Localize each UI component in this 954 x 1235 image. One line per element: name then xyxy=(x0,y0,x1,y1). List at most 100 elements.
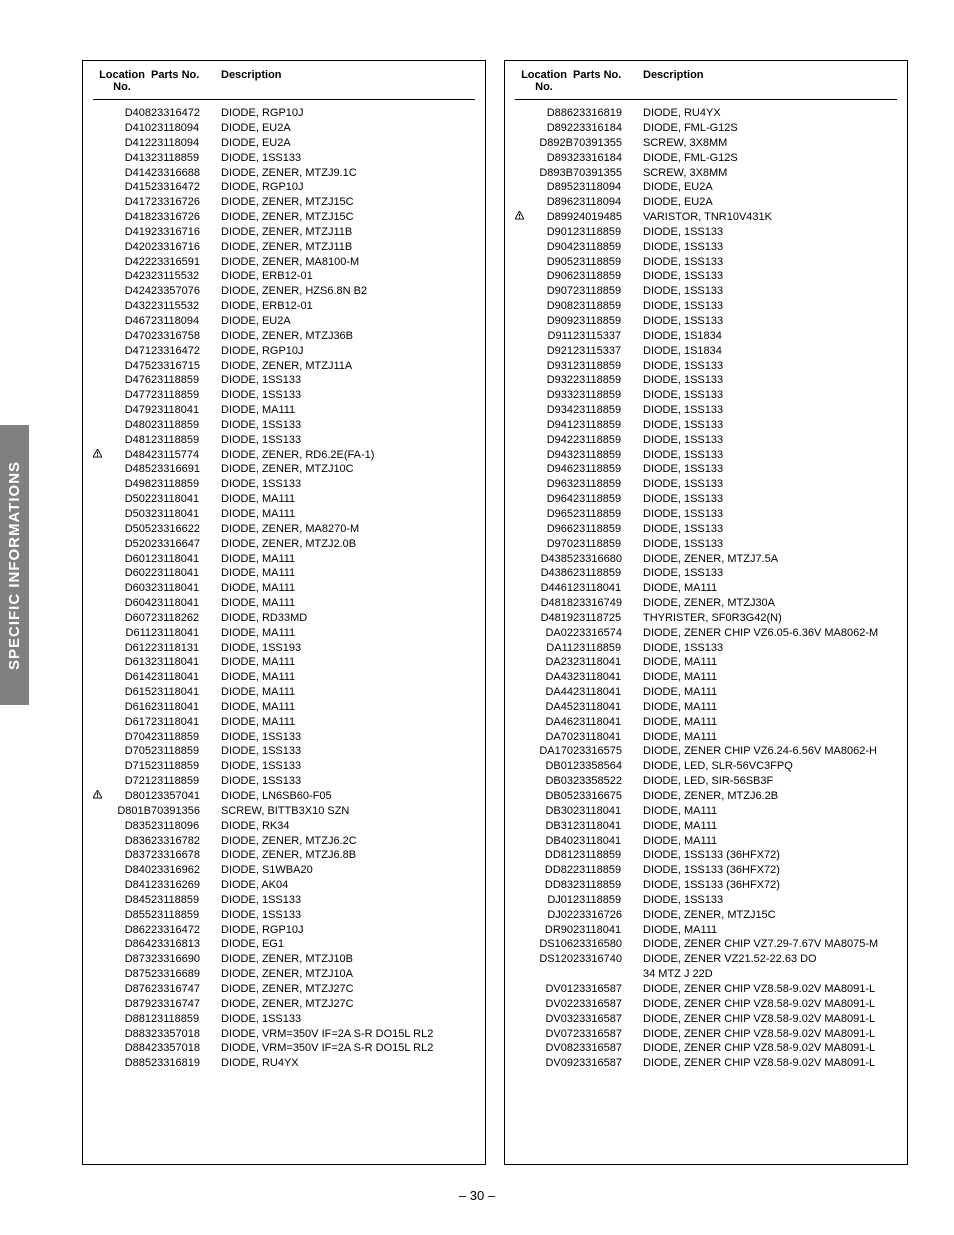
partsno-cell: 23316472 xyxy=(151,106,221,121)
partsno-cell: 70391355 xyxy=(573,136,643,151)
partsno-cell: 23118859 xyxy=(573,225,643,240)
table-row: DA2323118041DIODE, MA111 xyxy=(515,655,897,670)
location-cell: D603 xyxy=(103,581,151,596)
warning-cell xyxy=(93,566,103,581)
description-cell: DIODE, MA111 xyxy=(643,670,897,685)
table-row: D89924019485VARISTOR, TNR10V431K xyxy=(515,210,897,225)
partsno-cell: 23115337 xyxy=(573,329,643,344)
table-row: D60323118041DIODE, MA111 xyxy=(93,581,475,596)
partsno-cell: 23316691 xyxy=(151,462,221,477)
description-cell: DIODE, RK34 xyxy=(221,819,475,834)
table-row: D61223118131DIODE, 1SS193 xyxy=(93,641,475,656)
warning-cell xyxy=(515,908,525,923)
partsno-cell: 23118041 xyxy=(151,403,221,418)
table-row: D92123115337DIODE, 1S1834 xyxy=(515,344,897,359)
description-cell: DIODE, 1SS133 xyxy=(221,744,475,759)
warning-cell xyxy=(93,195,103,210)
description-cell: DIODE, ZENER VZ21.52-22.63 DO xyxy=(643,952,897,967)
warning-cell xyxy=(515,1056,525,1071)
table-row: DA4523118041DIODE, MA111 xyxy=(515,700,897,715)
description-cell: DIODE, 1SS133 xyxy=(643,537,897,552)
partsno-cell: 23118859 xyxy=(573,893,643,908)
location-cell: DA70 xyxy=(525,730,573,745)
table-row: D93323118859DIODE, 1SS133 xyxy=(515,388,897,403)
table-row: D60723118262DIODE, RD33MD xyxy=(93,611,475,626)
table-row: D88323357018DIODE, VRM=350V IF=2A S-R DO… xyxy=(93,1027,475,1042)
partsno-cell: 23118041 xyxy=(151,566,221,581)
location-cell: D883 xyxy=(103,1027,151,1042)
table-row: DV0223316587DIODE, ZENER CHIP VZ8.58-9.0… xyxy=(515,997,897,1012)
description-cell: DIODE, ZENER, RD6.2E(FA-1) xyxy=(221,448,475,463)
table-row: D52023316647DIODE, ZENER, MTZJ2.0B xyxy=(93,537,475,552)
warning-cell xyxy=(515,863,525,878)
location-cell xyxy=(525,967,573,982)
table-row: D41823316726DIODE, ZENER, MTZJ15C xyxy=(93,210,475,225)
warning-cell xyxy=(515,937,525,952)
table-row: D46723118094DIODE, EU2A xyxy=(93,314,475,329)
table-row: D86423316813DIODE, EG1 xyxy=(93,937,475,952)
location-cell: D946 xyxy=(525,462,573,477)
table-row: D801B70391356SCREW, BITTB3X10 SZN xyxy=(93,804,475,819)
table-header: Location No. Parts No. Description xyxy=(515,69,897,100)
warning-cell xyxy=(93,834,103,849)
warning-cell xyxy=(93,388,103,403)
location-cell: DA46 xyxy=(525,715,573,730)
warning-cell xyxy=(515,240,525,255)
warning-cell xyxy=(93,611,103,626)
table-row: D60223118041DIODE, MA111 xyxy=(93,566,475,581)
description-cell: DIODE, 1SS133 xyxy=(643,893,897,908)
location-cell: D911 xyxy=(525,329,573,344)
description-cell: DIODE, ZENER CHIP VZ8.58-9.02V MA8091-L xyxy=(643,982,897,997)
warning-cell xyxy=(93,136,103,151)
content-area: Location No. Parts No. Description D4082… xyxy=(82,60,908,1165)
warning-cell xyxy=(515,967,525,982)
table-row: D88123118859DIODE, 1SS133 xyxy=(93,1012,475,1027)
table-row: D90823118859DIODE, 1SS133 xyxy=(515,299,897,314)
description-cell: DIODE, RGP10J xyxy=(221,106,475,121)
location-cell: D432 xyxy=(103,299,151,314)
description-cell: DIODE, 1SS133 xyxy=(221,774,475,789)
warning-cell xyxy=(93,744,103,759)
partsno-cell: 23118859 xyxy=(573,848,643,863)
table-row: D43223115532DIODE, ERB12-01 xyxy=(93,299,475,314)
partsno-cell: 23316749 xyxy=(573,596,643,611)
table-row: DV0323316587DIODE, ZENER CHIP VZ8.58-9.0… xyxy=(515,1012,897,1027)
description-cell: DIODE, ZENER, MTZJ15C xyxy=(221,195,475,210)
page-number: – 30 – xyxy=(0,1188,954,1203)
description-cell: DIODE, ZENER CHIP VZ8.58-9.02V MA8091-L xyxy=(643,997,897,1012)
warning-cell xyxy=(93,997,103,1012)
description-cell: DIODE, 1SS133 xyxy=(643,418,897,433)
location-cell: DR90 xyxy=(525,923,573,938)
location-cell: D895 xyxy=(525,180,573,195)
table-row: D41323118859DIODE, 1SS133 xyxy=(93,151,475,166)
partsno-cell: 23118041 xyxy=(573,700,643,715)
description-cell: DIODE, 1SS133 xyxy=(643,641,897,656)
partsno-cell: 23118041 xyxy=(573,670,643,685)
description-cell: DIODE, 1SS133 xyxy=(643,388,897,403)
warning-cell xyxy=(515,611,525,626)
location-cell: D875 xyxy=(103,967,151,982)
description-cell: DIODE, MA111 xyxy=(221,552,475,567)
location-cell: D424 xyxy=(103,284,151,299)
description-cell: DIODE, RU4YX xyxy=(643,106,897,121)
description-cell: DIODE, MA111 xyxy=(221,700,475,715)
location-cell: D419 xyxy=(103,225,151,240)
location-cell: DD82 xyxy=(525,863,573,878)
partsno-cell: 23118859 xyxy=(151,759,221,774)
description-cell: DIODE, 1SS133 xyxy=(643,566,897,581)
partsno-cell: 23118041 xyxy=(151,507,221,522)
table-row: DA17023316575DIODE, ZENER CHIP VZ6.24-6.… xyxy=(515,744,897,759)
header-location: Location No. xyxy=(515,69,573,93)
description-cell: DIODE, EU2A xyxy=(221,314,475,329)
location-cell: DV09 xyxy=(525,1056,573,1071)
location-cell: D881 xyxy=(103,1012,151,1027)
table-row: D88423357018DIODE, VRM=350V IF=2A S-R DO… xyxy=(93,1041,475,1056)
description-cell: DIODE, RU4YX xyxy=(221,1056,475,1071)
table-row: D87623316747DIODE, ZENER, MTZJ27C xyxy=(93,982,475,997)
warning-cell xyxy=(93,1056,103,1071)
description-cell: DIODE, RGP10J xyxy=(221,923,475,938)
description-cell: DIODE, ZENER, MTZJ9.1C xyxy=(221,166,475,181)
location-cell: D423 xyxy=(103,269,151,284)
description-cell: DIODE, MA111 xyxy=(221,581,475,596)
warning-cell xyxy=(93,166,103,181)
